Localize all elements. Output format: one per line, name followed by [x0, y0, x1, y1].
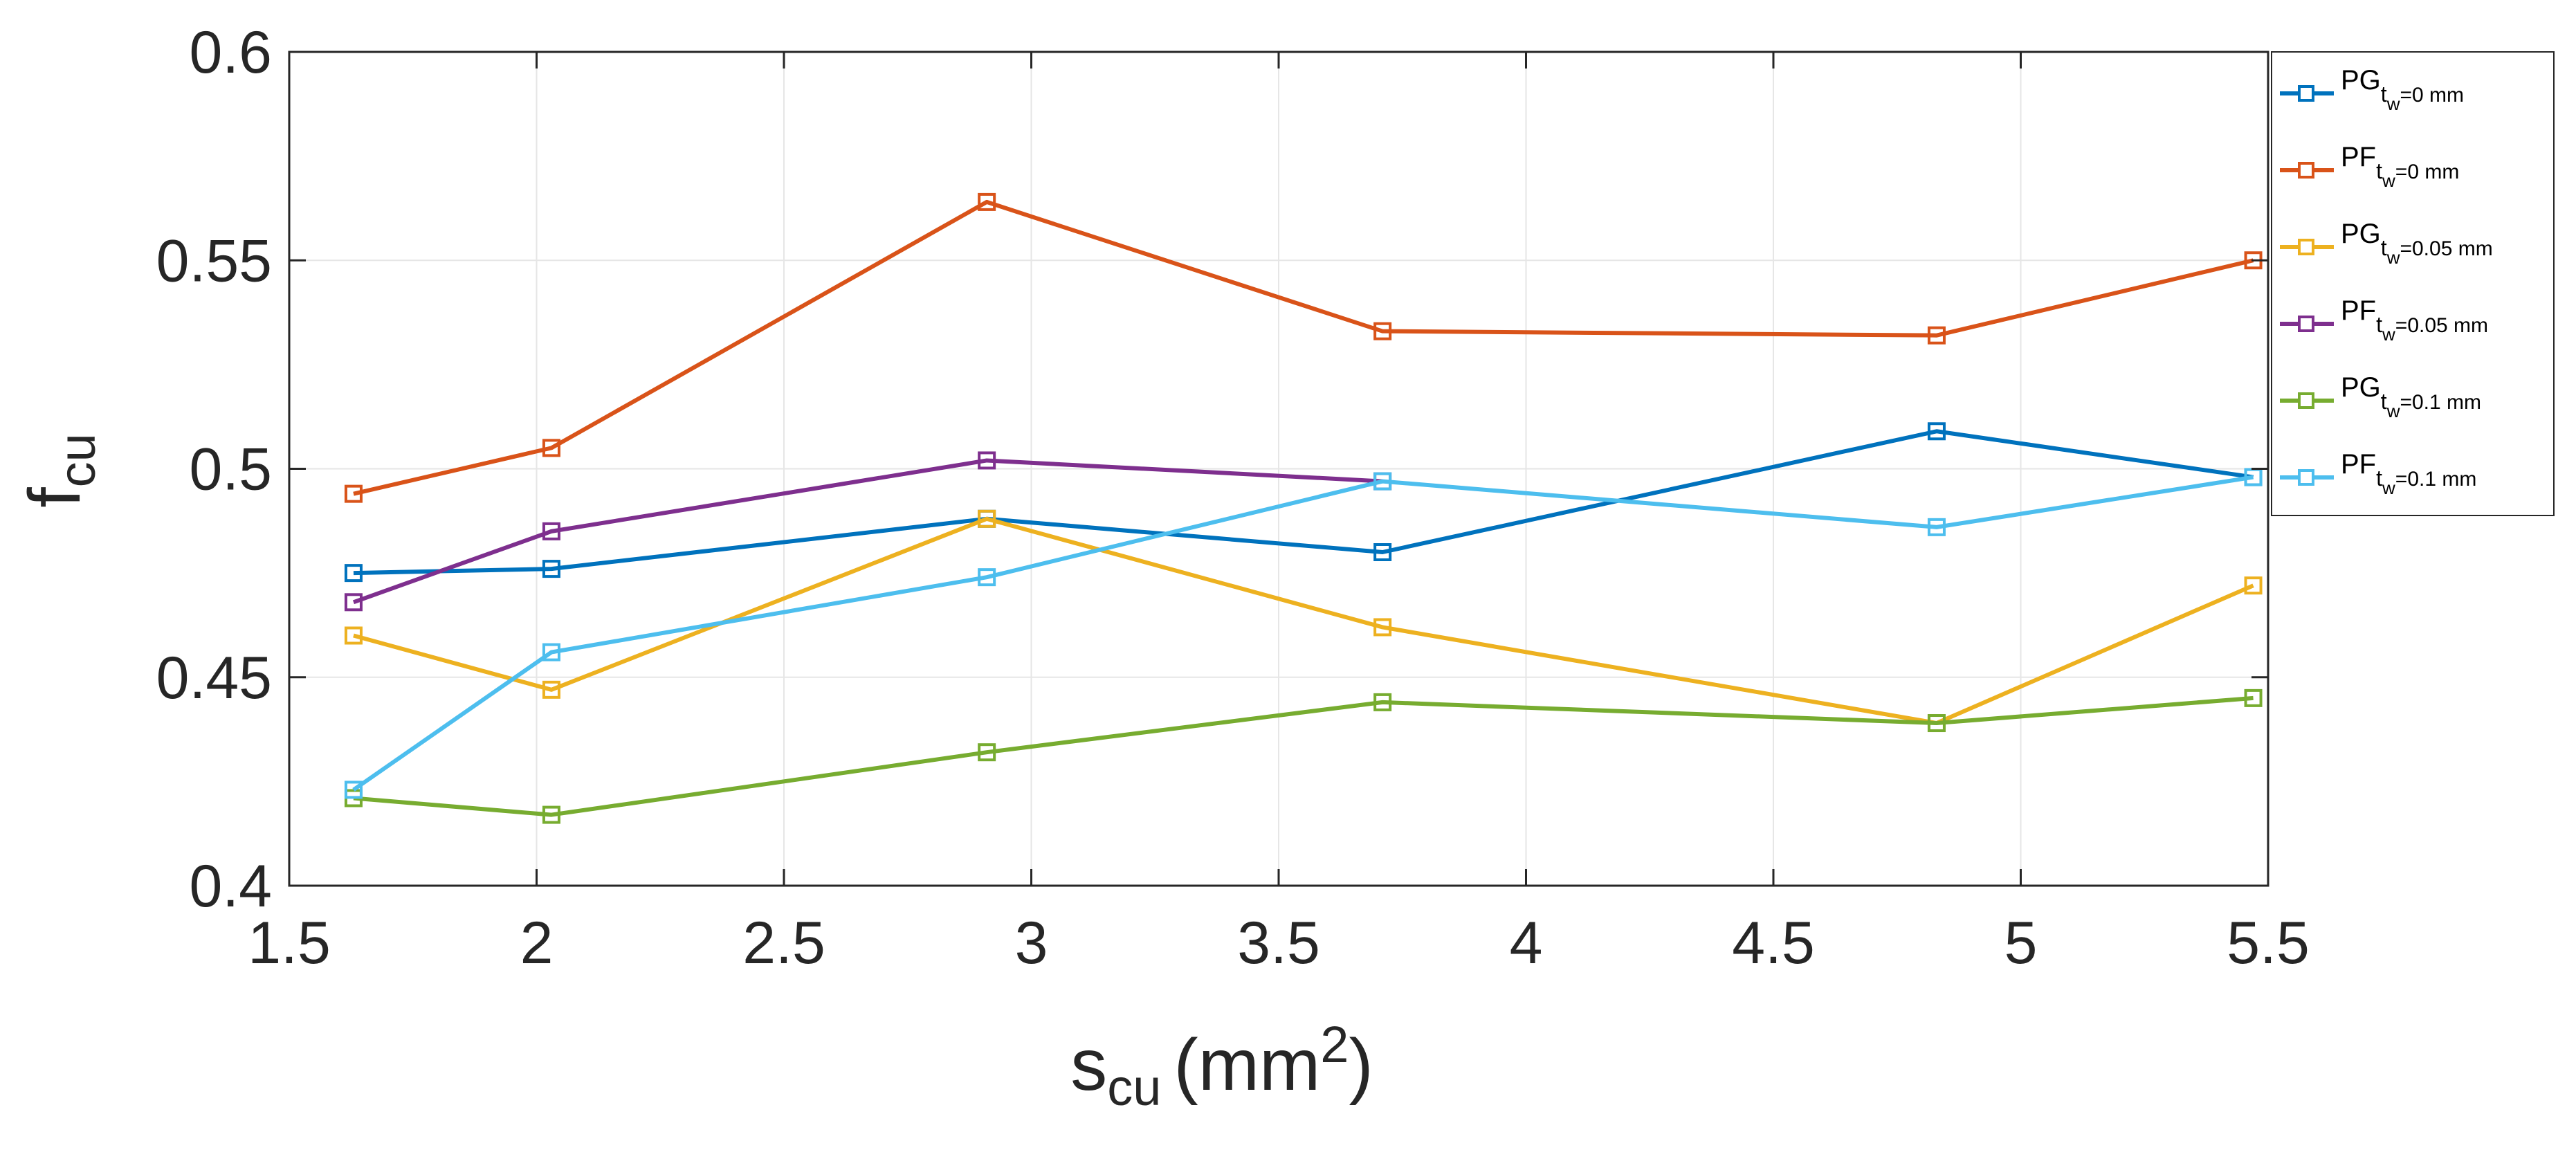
legend-swatch-marker: [2298, 162, 2314, 179]
legend-label: PFtw=0.05 mm: [2341, 295, 2488, 345]
series-line: [353, 199, 2254, 496]
legend-box: [2271, 51, 2555, 516]
data-point: [542, 439, 560, 457]
data-point: [542, 805, 560, 824]
legend-label: PGtw=0.05 mm: [2341, 219, 2493, 268]
data-point: [1373, 472, 1392, 491]
x-tick-label: 2: [520, 910, 554, 976]
legend-label: PFtw=0.1 mm: [2341, 449, 2476, 498]
data-point: [344, 626, 363, 645]
y-tick-label: 0.4: [189, 853, 272, 920]
legend-item: PFtw=0.05 mm: [2280, 295, 2488, 345]
data-point: [1927, 518, 1946, 536]
x-tick-label: 5.5: [2227, 910, 2310, 976]
data-point: [542, 522, 560, 540]
series-line: [353, 429, 2254, 576]
data-point: [344, 564, 363, 583]
y-tick-label: 0.5: [189, 437, 272, 503]
axis-ticks: [288, 51, 2269, 887]
y-axis-label: fcu: [14, 433, 106, 508]
x-tick-label: 3: [1015, 910, 1048, 976]
legend-item: PFtw=0.1 mm: [2280, 449, 2476, 498]
data-point: [542, 680, 560, 699]
data-point: [1927, 326, 1946, 345]
data-point: [1927, 714, 1946, 733]
data-point: [978, 509, 996, 528]
series-line: [352, 475, 2254, 792]
legend-swatch-marker: [2298, 316, 2314, 332]
data-point: [1373, 322, 1392, 340]
data-point: [1373, 618, 1392, 637]
x-tick-label: 4: [1510, 910, 1543, 976]
data-point: [1927, 422, 1946, 441]
x-tick-label: 3.5: [1237, 910, 1320, 976]
series-layer: [344, 192, 2263, 824]
legend-item: PGtw=0 mm: [2280, 65, 2464, 114]
data-point: [2244, 576, 2263, 595]
legend-label: PGtw=0.1 mm: [2341, 372, 2481, 421]
data-point: [2244, 688, 2263, 707]
x-tick-label: 1.5: [248, 910, 331, 976]
series-PG_tw=0.1 mm: [344, 688, 2263, 824]
data-point: [542, 560, 560, 578]
y-tick-label: 0.6: [189, 19, 272, 86]
legend-swatch-marker: [2298, 392, 2314, 409]
legend-item: PGtw=0.05 mm: [2280, 219, 2493, 268]
data-point: [1373, 693, 1392, 711]
data-point: [978, 192, 996, 211]
data-point: [344, 593, 363, 612]
data-point: [978, 568, 996, 587]
y-tick-label: 0.55: [156, 228, 272, 294]
x-tick-label: 5: [2004, 910, 2038, 976]
series-line: [353, 695, 2254, 817]
data-point: [344, 484, 363, 503]
data-point: [344, 781, 363, 799]
series-PF_tw=0 mm: [344, 192, 2263, 503]
x-axis-label: scu (mm2): [1070, 1016, 1373, 1116]
data-point: [542, 643, 560, 661]
legend-label: PFtw=0 mm: [2341, 142, 2459, 191]
data-point: [978, 743, 996, 762]
data-point: [1373, 543, 1392, 561]
y-tick-label: 0.45: [156, 645, 272, 711]
legend-label: PGtw=0 mm: [2341, 65, 2464, 114]
x-tick-label: 2.5: [742, 910, 825, 976]
series-line: [352, 458, 1383, 605]
legend-item: PGtw=0.1 mm: [2280, 372, 2481, 421]
x-tick-label: 4.5: [1732, 910, 1815, 976]
data-point: [978, 451, 996, 470]
legend-swatch-marker: [2298, 85, 2314, 102]
series-line: [353, 516, 2254, 726]
legend-item: PFtw=0 mm: [2280, 142, 2459, 191]
x-tick-labels: 1.5 2 2.5 3 3.5 4 4.5 5 5.5: [248, 910, 2310, 976]
legend-swatch-marker: [2298, 239, 2314, 255]
y-tick-labels: 0.4 0.45 0.5 0.55 0.6: [156, 19, 272, 920]
legend-swatch-marker: [2298, 469, 2314, 486]
legend: PGtw=0 mm PFtw=0 mm PGtw=0.05 mm PFtw=0.05 …: [2271, 51, 2555, 516]
